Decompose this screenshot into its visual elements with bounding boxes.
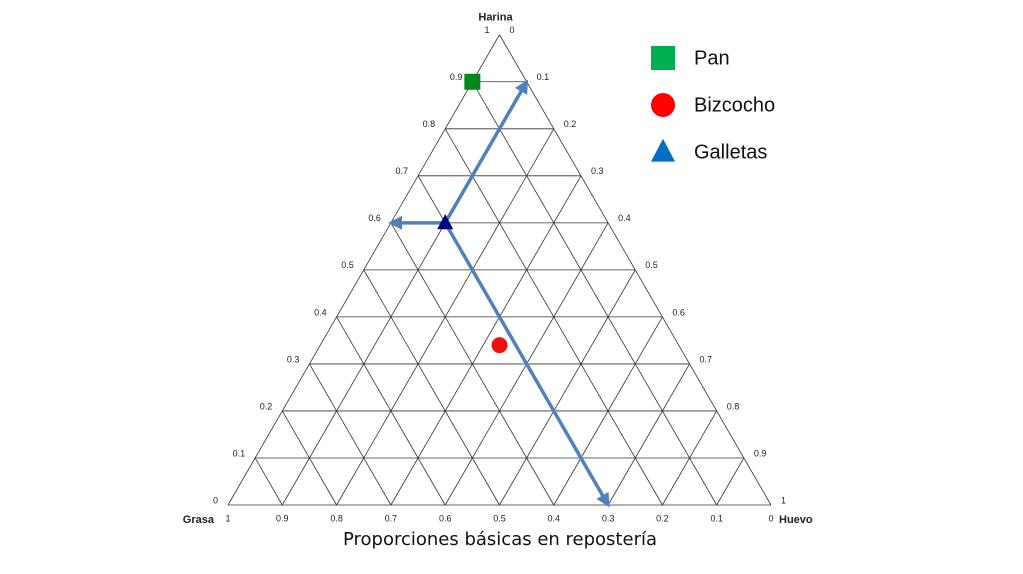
grid-line [662, 410, 718, 506]
chart-title: Proporciones básicas en repostería [343, 529, 657, 550]
tick-label: 0.3 [591, 166, 604, 176]
grid-line [336, 128, 555, 506]
tick-label: 0.2 [260, 401, 273, 411]
legend-label: Galletas [694, 141, 767, 163]
legend-label: Pan [694, 47, 730, 69]
tick-label: 0.4 [548, 513, 561, 523]
grid-line [363, 269, 500, 506]
tick-label: 0.7 [396, 166, 409, 176]
tick-label: 0.6 [672, 307, 685, 317]
grid-line [716, 457, 745, 506]
data-point [437, 214, 454, 230]
tick-label: 0.2 [656, 513, 669, 523]
tick-label: 0.3 [287, 354, 300, 364]
legend-marker [651, 46, 675, 70]
grid-line [254, 457, 283, 506]
tick-label: 0.2 [564, 119, 577, 129]
grid-line [499, 269, 636, 506]
axis-title: Harina [478, 12, 513, 24]
data-point [464, 73, 481, 90]
tick-label: 1 [484, 25, 489, 35]
data-point [491, 337, 508, 354]
legend-label: Bizcocho [694, 94, 775, 116]
axis-title: Huevo [779, 514, 813, 526]
tick-label: 0.4 [314, 307, 327, 317]
tick-label: 0.1 [537, 72, 550, 82]
tick-label: 0.5 [645, 260, 658, 270]
tick-label: 0.5 [493, 513, 506, 523]
guide-arrow [443, 221, 610, 508]
tick-label: 1 [781, 495, 786, 505]
tick-label: 0.5 [341, 260, 354, 270]
tick-label: 1 [225, 513, 230, 523]
tick-label: 0.7 [700, 354, 713, 364]
tick-label: 0.4 [618, 213, 631, 223]
legend-marker [651, 93, 675, 117]
tick-label: 0.1 [710, 513, 723, 523]
guide-arrow [443, 79, 529, 224]
tick-label: 0.6 [368, 213, 381, 223]
axis-title: Grasa [183, 514, 215, 526]
legend-marker [651, 138, 675, 162]
tick-label: 0.8 [423, 119, 436, 129]
grid-line [607, 363, 690, 506]
tick-label: 0.9 [754, 448, 767, 458]
tick-label: 0 [768, 513, 773, 523]
grid-line [553, 316, 663, 506]
tick-label: 0.9 [276, 513, 289, 523]
tick-label: 0.6 [439, 513, 452, 523]
grid-line [227, 34, 500, 506]
tick-label: 0 [213, 495, 218, 505]
tick-label: 0.9 [450, 72, 463, 82]
tick-label: 0.7 [385, 513, 398, 523]
grid-line [390, 175, 582, 506]
tick-label: 0 [510, 25, 515, 35]
grid-line [472, 81, 718, 506]
tick-label: 0.8 [330, 513, 343, 523]
tick-label: 0.8 [727, 401, 740, 411]
grid-line [309, 363, 392, 506]
tick-label: 0.1 [233, 448, 246, 458]
tick-label: 0.3 [602, 513, 615, 523]
